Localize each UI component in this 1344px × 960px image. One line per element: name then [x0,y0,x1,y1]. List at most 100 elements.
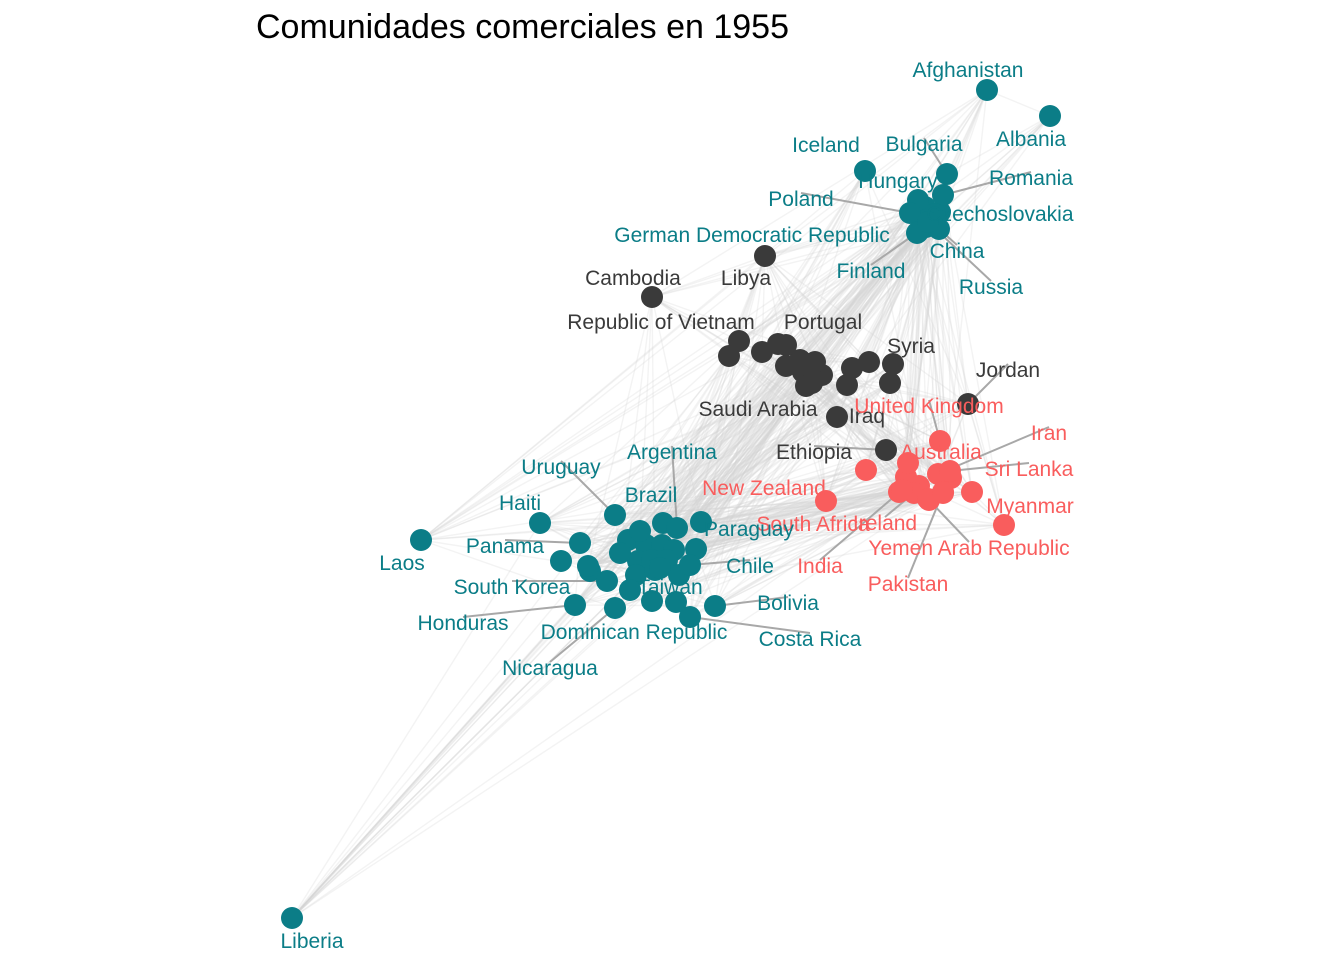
trade-edge [291,552,621,919]
trade-edge [651,221,929,298]
trade-edge [738,212,911,342]
trade-edge [676,485,920,529]
trade-edge [651,476,907,602]
trade-edge [728,355,867,471]
node-jordan [957,393,979,415]
trade-edge [614,470,951,516]
trade-edge [689,361,816,566]
trade-edge [291,340,740,919]
label-albania: Albania [996,128,1066,151]
trade-edge [810,377,941,442]
trade-edge [689,231,919,618]
trade-edge [917,89,988,201]
trade-edge [614,385,807,516]
country-node [619,579,641,601]
trade-edge [579,194,944,544]
trade-edge [714,255,766,607]
country-node [804,351,826,373]
trade-edge [946,115,1051,175]
trade-edge [678,382,891,576]
label-ireland: Ireland [853,512,917,535]
trade-edge [420,232,918,541]
trade-edge [942,194,1005,526]
trade-edge [291,522,541,919]
leader-bolivia [714,596,789,607]
trade-edge [865,228,940,471]
trade-edge [917,199,920,487]
trade-edge [901,221,929,491]
trade-edge [574,359,801,606]
trade-edge [574,361,816,606]
trade-edge [579,212,911,544]
trade-edge [637,232,918,562]
trade-edge [651,206,926,602]
label-china: China [930,240,985,263]
label-iraq: Iraq [849,405,885,428]
trade-edge [673,212,911,551]
trade-edge [695,489,903,550]
trade-edge [939,211,969,405]
label-russia: Russia [959,276,1024,299]
label-afghanistan: Afghanistan [913,59,1024,82]
trade-edge [673,469,867,551]
trade-edge [907,228,940,464]
trade-edge [420,199,919,541]
label-cambodia: Cambodia [585,267,681,290]
trade-edge [627,231,919,541]
label-saudi: Saudi Arabia [698,398,817,421]
trade-edge [579,361,870,544]
trade-edge [678,492,915,576]
trade-edge [662,384,848,524]
trade-edge [635,340,740,576]
trade-edge [864,170,969,405]
node-laos [410,529,432,551]
node-uruguay [604,504,626,526]
trade-edge [627,170,866,541]
trade-edge [907,221,929,464]
label-bulgaria: Bulgaria [885,133,962,156]
trade-edge [695,500,827,550]
trade-edge [539,522,677,603]
trade-edge [661,491,900,546]
trade-edge [661,377,812,546]
trade-edge [639,498,929,532]
trade-edge [291,604,576,919]
label-haiti: Haiti [499,492,541,515]
trade-edge [662,361,816,524]
trade-edge [868,232,918,363]
trade-edge [728,212,911,357]
leader-panama [504,539,581,544]
label-poland: Poland [768,188,833,211]
trade-edge [700,416,838,523]
trade-edge [619,221,929,554]
label-southkorea: South Korea [454,576,571,599]
trade-edge [645,231,919,546]
trade-edge [689,367,853,566]
node-honduras [564,594,586,616]
trade-edge [814,228,940,363]
trade-edge [666,491,944,561]
trade-edge [700,449,887,523]
leader-argentina [671,445,678,529]
label-romania: Romania [989,167,1073,190]
trade-edge [587,173,948,567]
node-libya [754,245,776,267]
trade-edge [738,255,766,342]
trade-edge [675,232,918,603]
label-vietnam: Republic of Vietnam [567,311,755,334]
trade-edge [635,170,866,576]
label-iran: Iran [1031,422,1067,445]
node-myanmar [993,514,1015,536]
node-saudi [801,372,823,394]
trade-edge [689,228,940,618]
leader-costarica [689,616,811,634]
node-bulgaria [936,163,958,185]
country-node [961,481,983,503]
trade-edge [651,89,988,561]
country-node [577,555,599,577]
trade-edge [673,489,903,551]
label-finland: Finland [837,260,906,283]
trade-edge [811,382,887,451]
label-uruguay: Uruguay [521,456,601,479]
